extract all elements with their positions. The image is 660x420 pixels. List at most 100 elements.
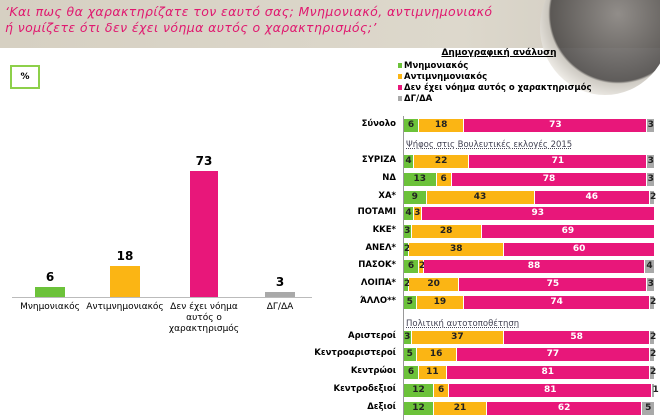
legend-item: Αντιμνημονιακός xyxy=(398,72,487,82)
category-label: ΔΓ/ΔΑ xyxy=(266,302,294,312)
bar-segment: 3 xyxy=(404,225,412,238)
demographic-title: Δημογραφική ανάλυση xyxy=(441,48,557,58)
row-label: ΝΔ xyxy=(382,173,396,183)
row-label: ΛΟΙΠΑ* xyxy=(360,278,396,288)
legend-label: Δεν έχει νόημα αυτός ο χαρακτηρισμός xyxy=(404,83,592,93)
bar-segment: 2 xyxy=(649,366,657,379)
legend-swatch xyxy=(398,63,402,68)
bar-segment: 3 xyxy=(404,331,412,344)
bar-segment: 6 xyxy=(436,173,452,186)
group-header: Πολιτική αυτοτοποθέτηση xyxy=(406,319,520,329)
row-label: ΆΛΛΟ** xyxy=(359,296,396,306)
bar-segment: 81 xyxy=(449,384,653,397)
bar-segment: 4 xyxy=(644,260,655,273)
bar-segment: 73 xyxy=(464,119,648,132)
bar-segment: 71 xyxy=(469,155,648,168)
bar-segment: 11 xyxy=(419,366,447,379)
row-label: ΠΑΣΟΚ* xyxy=(358,260,396,270)
bar-segment: 37 xyxy=(411,331,505,344)
bar-segment: 12 xyxy=(404,402,435,415)
data-label: 6 xyxy=(45,269,55,284)
data-label: 18 xyxy=(116,249,134,264)
legend-item: Δεν έχει νόημα αυτός ο χαρακτηρισμός xyxy=(398,83,592,93)
legend-swatch xyxy=(398,74,402,79)
bar xyxy=(110,266,140,297)
bar-segment: 13 xyxy=(404,173,437,186)
bar-segment: 16 xyxy=(416,348,457,361)
bar-segment: 3 xyxy=(414,207,422,220)
bar-segment: 3 xyxy=(647,119,655,132)
bar-segment: 77 xyxy=(456,348,650,361)
row-label: Αριστεροί xyxy=(348,331,396,341)
legend-item: Μνημονιακός xyxy=(398,61,468,71)
bar-segment: 88 xyxy=(424,260,645,273)
bar-segment: 81 xyxy=(446,366,650,379)
bar-segment: 12 xyxy=(404,384,435,397)
bar-segment: 2 xyxy=(419,260,426,273)
bar-segment: 2 xyxy=(649,191,657,204)
bar-segment: 19 xyxy=(416,296,465,309)
bar-segment: 6 xyxy=(434,384,450,397)
bar-segment: 58 xyxy=(504,331,650,344)
bar-segment: 6 xyxy=(404,366,420,379)
bar-segment: 74 xyxy=(464,296,650,309)
bar-segment: 38 xyxy=(409,243,505,256)
category-label: Αντιμνημονιακός xyxy=(86,302,164,312)
group-header: Ψήφος στις Βουλευτικές εκλογές 2015 xyxy=(406,140,573,150)
bar-segment: 3 xyxy=(647,173,655,186)
bar-segment: 9 xyxy=(404,191,427,204)
bar-segment: 69 xyxy=(481,225,655,238)
bar-segment: 22 xyxy=(414,155,470,168)
bar-segment: 4 xyxy=(404,155,415,168)
bar-segment: 2 xyxy=(649,296,657,309)
bar-segment: 43 xyxy=(426,191,535,204)
question-line: ή νομίζετε ότι δεν έχει νόημα αυτός ο χα… xyxy=(5,20,377,35)
row-label: ΧΑ* xyxy=(378,191,396,201)
bar-segment: 6 xyxy=(404,119,420,132)
legend-label: Μνημονιακός xyxy=(404,61,469,71)
bar-segment: 18 xyxy=(419,119,465,132)
bar-segment: 6 xyxy=(404,260,420,273)
row-label: Σύνολο xyxy=(361,119,396,129)
bar-segment: 21 xyxy=(434,402,487,415)
data-label: 73 xyxy=(195,154,213,169)
bar-segment: 5 xyxy=(404,348,417,361)
bar xyxy=(265,291,295,297)
bar-segment: 5 xyxy=(404,296,417,309)
survey-question: ‘Και πως θα χαρακτηρίζατε τον εαυτό σας;… xyxy=(5,4,492,36)
row-label: ΠΟΤΑΜΙ xyxy=(357,207,396,217)
category-label: Δεν έχει νόημα αυτός ο χαρακτηρισμός xyxy=(168,302,240,334)
y-axis xyxy=(403,116,404,420)
bar-segment: 46 xyxy=(534,191,650,204)
bar-segment: 2 xyxy=(649,331,657,344)
bar-segment: 20 xyxy=(409,278,460,291)
bar-segment: 1 xyxy=(652,384,659,397)
row-label: Κεντρώοι xyxy=(350,366,396,376)
data-label: 3 xyxy=(275,274,285,289)
x-axis xyxy=(12,297,312,298)
legend-item: ΔΓ/ΔΑ xyxy=(398,94,432,104)
bar-segment: 60 xyxy=(504,243,655,256)
legend-label: Αντιμνημονιακός xyxy=(404,72,488,82)
bar-segment: 2 xyxy=(404,243,411,256)
bar xyxy=(190,171,218,297)
unit-label: % xyxy=(10,65,40,89)
row-label: ΑΝΕΛ* xyxy=(365,243,396,253)
bar-segment: 2 xyxy=(404,278,411,291)
legend-label: ΔΓ/ΔΑ xyxy=(404,94,433,104)
row-label: Κεντροαριστεροί xyxy=(314,348,396,358)
row-label: ΚΚΕ* xyxy=(372,225,396,235)
row-label: Δεξιοί xyxy=(367,402,396,412)
bar-segment: 93 xyxy=(421,207,655,220)
question-line: ‘Και πως θα χαρακτηρίζατε τον εαυτό σας;… xyxy=(5,4,493,19)
bar-segment: 75 xyxy=(459,278,648,291)
bar-segment: 3 xyxy=(647,278,655,291)
row-label: ΣΥΡΙΖΑ xyxy=(361,155,396,165)
legend-swatch xyxy=(398,96,402,101)
category-label: Μνημονιακός xyxy=(20,302,80,312)
bar-segment: 28 xyxy=(411,225,482,238)
legend-swatch xyxy=(398,85,402,90)
bar-segment: 62 xyxy=(486,402,643,415)
bar-segment: 4 xyxy=(404,207,415,220)
bar-segment: 2 xyxy=(649,348,657,361)
